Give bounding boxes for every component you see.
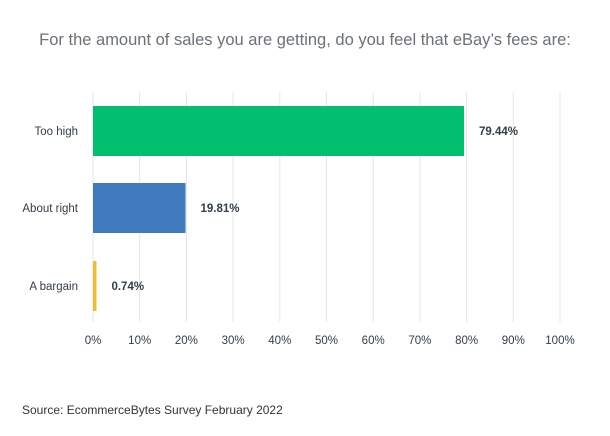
x-tick-label: 70% <box>408 335 431 347</box>
category-label: Too high <box>35 126 78 138</box>
source-note: Source: EcommerceBytes Survey February 2… <box>22 403 283 417</box>
data-label: 19.81% <box>201 203 240 215</box>
x-tick-label: 10% <box>128 335 151 347</box>
x-tick-label: 20% <box>175 335 198 347</box>
x-tick-label: 0% <box>85 335 102 347</box>
x-tick-label: 90% <box>502 335 525 347</box>
bar <box>93 183 186 233</box>
x-tick-label: 100% <box>545 335 574 347</box>
data-label: 79.44% <box>479 126 518 138</box>
bar <box>93 261 97 311</box>
x-tick-label: 80% <box>455 335 478 347</box>
x-tick-label: 30% <box>222 335 245 347</box>
x-tick-label: 50% <box>315 335 338 347</box>
x-tick-label: 60% <box>362 335 385 347</box>
bar <box>93 106 464 156</box>
chart-title: For the amount of sales you are getting,… <box>39 31 571 49</box>
category-labels: Too high About right A bargain <box>22 126 78 293</box>
bars <box>93 106 464 311</box>
x-tick-label: 40% <box>268 335 291 347</box>
x-axis-ticks: 0% 10% 20% 30% 40% 50% 60% 70% 80% 90% 100% <box>85 335 575 347</box>
category-label: About right <box>22 203 78 215</box>
category-label: A bargain <box>29 281 78 293</box>
value-labels: 79.44% 19.81% 0.74% <box>111 126 518 293</box>
data-label: 0.74% <box>111 281 144 293</box>
